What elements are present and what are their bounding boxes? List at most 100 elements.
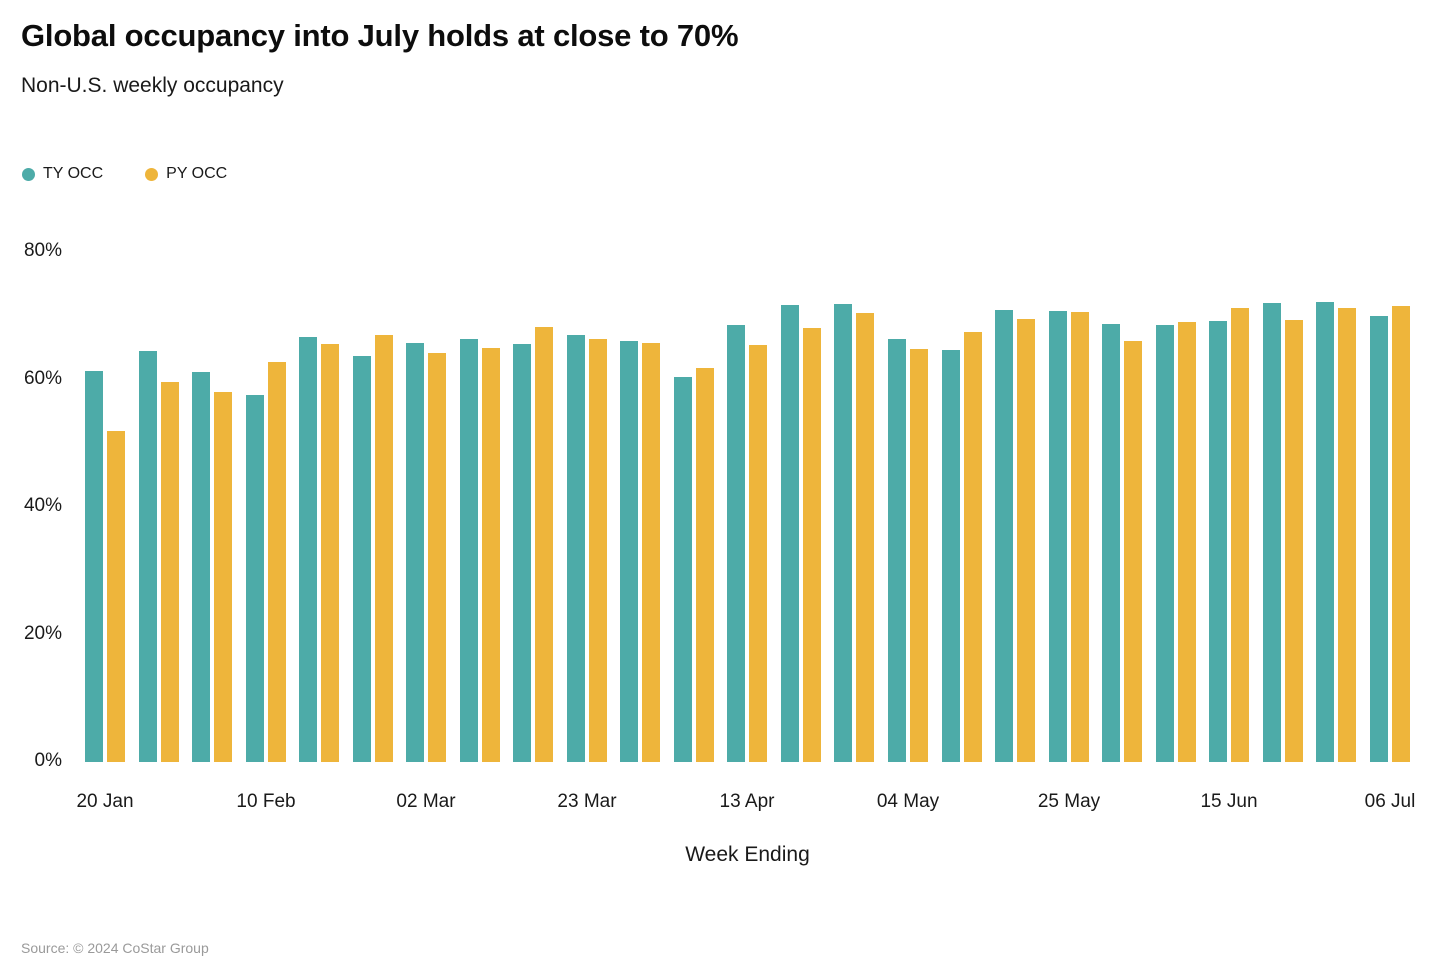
bar-py-occ (1391, 305, 1410, 762)
bar-py-occ (321, 343, 340, 762)
bar-group (352, 252, 393, 762)
bar-group (1209, 252, 1250, 762)
x-tick-label: 06 Jul (1364, 791, 1416, 812)
legend-item-ty-occ: TY OCC (22, 165, 103, 183)
ty-occ-swatch-icon (22, 167, 35, 181)
legend: TY OCC PY OCC (22, 165, 227, 183)
bar-py-occ (160, 382, 179, 762)
bar-py-occ (1338, 308, 1357, 762)
bar-group (1369, 252, 1410, 762)
bar-group (406, 252, 447, 762)
bar-ty-occ (192, 371, 211, 762)
bar-group (1102, 252, 1143, 762)
x-axis-labels: 20 Jan 10 Feb 02 Mar 23 Mar 13 Apr 04 May 25 M… (76, 791, 1415, 815)
bar-group (727, 252, 768, 762)
bar-ty-occ (299, 337, 318, 762)
legend-item-py-occ: PY OCC (145, 165, 227, 183)
bar-py-occ (374, 334, 393, 762)
y-axis-labels: 0% 20% 40% 60% 80% (0, 240, 62, 771)
x-tick-label: 15 Jun (1200, 791, 1258, 812)
bar-py-occ (214, 391, 233, 762)
bar-group (995, 252, 1036, 762)
plot-area (85, 252, 1410, 762)
bar-ty-occ (1048, 310, 1067, 762)
bar-group (513, 252, 554, 762)
bar-ty-occ (1209, 320, 1228, 762)
bar-ty-occ (995, 310, 1014, 762)
source-credit: Source: © 2024 CoStar Group (21, 940, 209, 956)
bar-ty-occ (1155, 325, 1174, 762)
bar-group (1316, 252, 1357, 762)
bar-group (192, 252, 233, 762)
x-axis-title: Week Ending (685, 843, 810, 866)
y-tick-label: 20% (23, 622, 62, 644)
x-tick-label: 02 Mar (396, 791, 456, 812)
bar-py-occ (267, 361, 286, 762)
bar-ty-occ (85, 371, 103, 762)
bar-group (566, 252, 607, 762)
bar-py-occ (1070, 311, 1089, 762)
bar-py-occ (535, 326, 554, 762)
bar-ty-occ (513, 344, 532, 762)
bar-group (1155, 252, 1196, 762)
bar-ty-occ (673, 376, 692, 762)
bar-ty-occ (780, 304, 799, 762)
bar-ty-occ (1369, 315, 1388, 762)
bar-py-occ (1017, 318, 1036, 762)
legend-label-py-occ: PY OCC (166, 165, 228, 182)
bar-py-occ (481, 347, 500, 762)
bar-group (138, 252, 179, 762)
chart-title: Global occupancy into July holds at clos… (21, 18, 739, 53)
bar-group (887, 252, 928, 762)
bar-group (620, 252, 661, 762)
x-tick-label: 10 Feb (236, 791, 296, 812)
bar-group (941, 252, 982, 762)
bar-ty-occ (459, 339, 478, 762)
bar-group (459, 252, 500, 762)
bar-py-occ (909, 348, 928, 762)
bar-group (85, 252, 125, 762)
bar-py-occ (963, 331, 982, 762)
bar-py-occ (428, 352, 447, 762)
bar-group (299, 252, 340, 762)
bar-py-occ (1124, 340, 1143, 762)
y-tick-label: 80% (23, 240, 62, 261)
y-tick-label: 0% (34, 750, 62, 771)
bar-group (834, 252, 875, 762)
bar-ty-occ (245, 395, 264, 762)
bar-py-occ (1231, 308, 1250, 762)
x-tick-label: 23 Mar (557, 791, 617, 812)
bar-ty-occ (1316, 301, 1335, 762)
bar-ty-occ (406, 343, 425, 762)
bar-py-occ (588, 338, 607, 762)
y-tick-label: 60% (23, 367, 62, 389)
bar-py-occ (642, 343, 661, 762)
bar-ty-occ (352, 355, 371, 762)
bar-ty-occ (887, 338, 906, 762)
bar-py-occ (1177, 322, 1196, 762)
bar-group (1262, 252, 1303, 762)
bar-ty-occ (138, 351, 157, 762)
y-tick-label: 40% (23, 495, 62, 516)
bar-group (673, 252, 714, 762)
bar-py-occ (802, 327, 821, 762)
bar-group (1048, 252, 1089, 762)
bar-ty-occ (566, 334, 585, 762)
bar-py-occ (107, 430, 125, 762)
bar-ty-occ (941, 349, 960, 762)
bar-py-occ (1284, 319, 1303, 762)
bar-group (780, 252, 821, 762)
bar-py-occ (856, 313, 875, 762)
bar-group (245, 252, 286, 762)
bar-ty-occ (1102, 324, 1121, 762)
bar-ty-occ (727, 324, 746, 762)
legend-label-ty-occ: TY OCC (43, 165, 104, 182)
x-tick-label: 04 May (876, 791, 940, 812)
x-tick-label: 13 Apr (719, 791, 775, 812)
bar-ty-occ (834, 303, 853, 762)
bar-py-occ (749, 345, 768, 762)
bar-ty-occ (620, 341, 639, 762)
x-tick-label: 20 Jan (76, 791, 134, 812)
x-tick-label: 25 May (1037, 791, 1101, 812)
